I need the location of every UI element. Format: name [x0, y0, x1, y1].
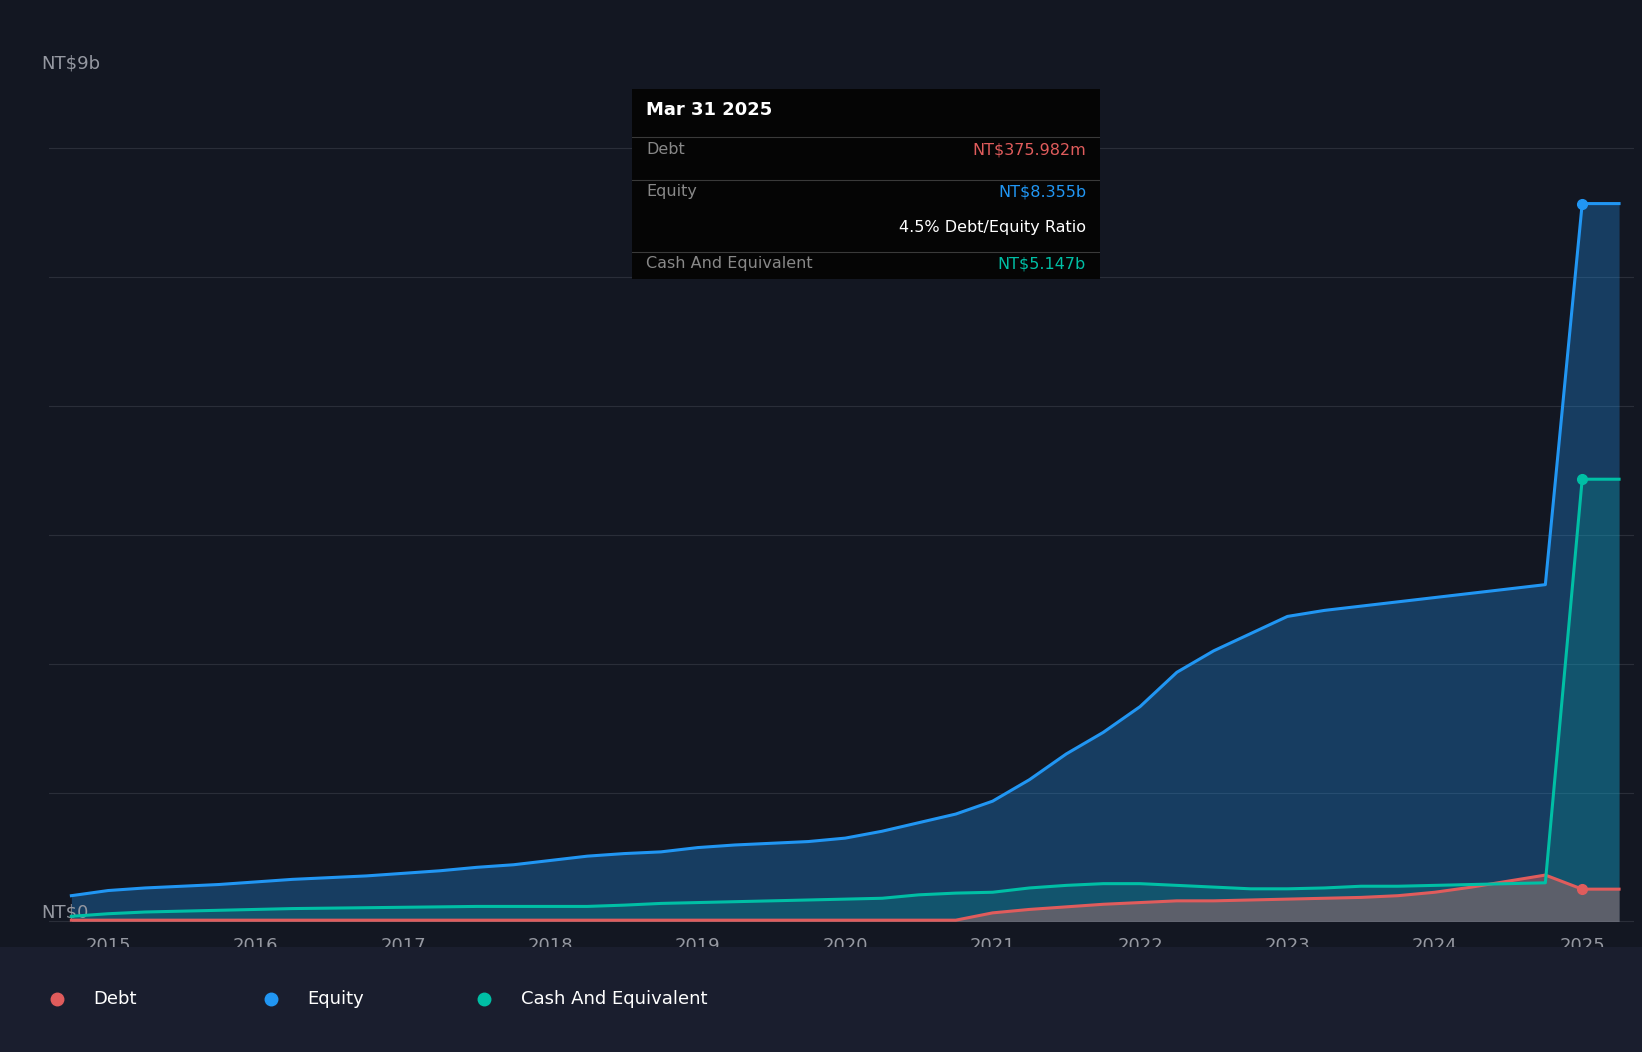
Text: Equity: Equity — [647, 184, 698, 199]
Text: Debt: Debt — [647, 142, 685, 158]
Text: Cash And Equivalent: Cash And Equivalent — [647, 256, 813, 271]
Text: 4.5% Debt/Equity Ratio: 4.5% Debt/Equity Ratio — [900, 220, 1085, 235]
Text: Equity: Equity — [307, 990, 365, 1009]
Text: NT$375.982m: NT$375.982m — [972, 142, 1085, 158]
Text: Mar 31 2025: Mar 31 2025 — [647, 101, 772, 119]
Text: Debt: Debt — [94, 990, 136, 1009]
Text: NT$0: NT$0 — [41, 904, 89, 922]
Text: Cash And Equivalent: Cash And Equivalent — [521, 990, 708, 1009]
Text: NT$8.355b: NT$8.355b — [998, 184, 1085, 199]
Text: NT$5.147b: NT$5.147b — [998, 256, 1085, 271]
Text: NT$9b: NT$9b — [41, 55, 100, 73]
